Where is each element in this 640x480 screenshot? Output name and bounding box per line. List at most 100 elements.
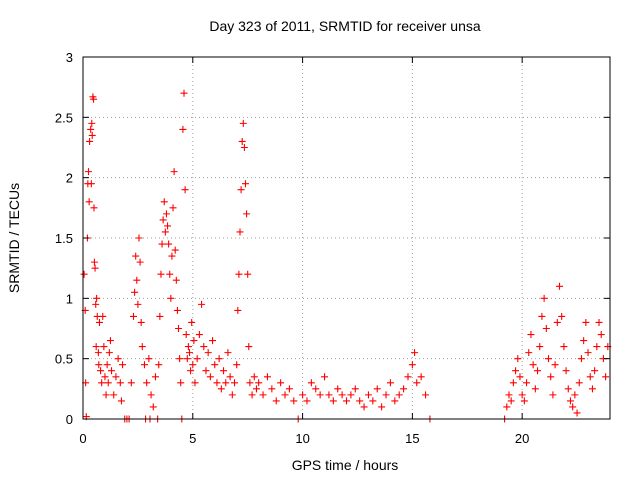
data-point	[588, 385, 596, 393]
data-point	[404, 373, 412, 381]
data-point	[171, 246, 179, 254]
data-point	[240, 144, 248, 151]
data-point	[248, 391, 256, 399]
data-point	[577, 355, 585, 363]
data-point	[195, 331, 203, 339]
data-point	[91, 264, 99, 272]
y-tick-label: 1	[66, 291, 73, 306]
data-point	[531, 385, 539, 393]
data-point	[158, 240, 166, 248]
data-point	[188, 318, 196, 326]
data-point	[160, 198, 168, 206]
data-point	[268, 385, 276, 393]
x-tick-label: 15	[405, 431, 419, 446]
data-point	[204, 349, 212, 357]
data-point	[193, 355, 201, 363]
y-tick-label: 0.5	[55, 352, 73, 367]
data-point	[529, 361, 537, 369]
data-point	[413, 379, 421, 387]
data-point	[231, 379, 239, 387]
data-point	[140, 361, 148, 369]
data-point	[237, 186, 245, 194]
data-point	[558, 312, 566, 320]
data-point	[520, 397, 528, 405]
data-point	[571, 391, 579, 399]
data-point	[228, 391, 236, 399]
data-point	[360, 403, 368, 411]
data-point	[255, 379, 263, 387]
data-point	[200, 343, 208, 351]
data-point	[145, 355, 153, 363]
data-point	[569, 403, 577, 411]
data-point	[185, 349, 193, 357]
data-point	[312, 385, 320, 393]
y-tick-label: 1.5	[55, 231, 73, 246]
data-point	[226, 373, 234, 381]
x-tick-label: 10	[295, 431, 309, 446]
data-point	[547, 373, 555, 381]
data-point	[114, 355, 122, 363]
data-point	[347, 391, 355, 399]
data-point	[184, 343, 192, 351]
data-point	[553, 318, 561, 326]
y-tick-label: 3	[66, 50, 73, 65]
x-tick-label: 20	[515, 431, 529, 446]
data-point	[189, 361, 197, 369]
data-point	[157, 270, 165, 278]
data-point	[597, 331, 605, 339]
data-point	[224, 349, 232, 357]
data-point	[534, 367, 542, 375]
data-point	[95, 361, 103, 369]
data-point	[507, 397, 515, 405]
data-point	[102, 391, 110, 399]
data-point	[518, 391, 526, 399]
data-point	[180, 89, 188, 97]
data-point	[103, 361, 111, 369]
data-point	[580, 337, 588, 345]
data-point	[211, 361, 219, 369]
data-point	[542, 325, 550, 332]
data-point	[98, 379, 106, 387]
data-point	[290, 397, 298, 405]
data-point	[602, 373, 610, 381]
data-point	[156, 312, 164, 320]
data-point	[92, 343, 100, 351]
data-point	[116, 379, 124, 387]
data-point	[215, 355, 223, 363]
data-point	[133, 276, 141, 284]
data-point	[299, 391, 307, 399]
data-point	[281, 391, 289, 399]
data-point	[164, 222, 172, 230]
y-tick-label: 2.5	[55, 110, 73, 125]
data-point	[127, 379, 135, 387]
data-point	[503, 403, 511, 411]
x-axis-label: GPS time / hours	[292, 457, 399, 473]
data-point	[591, 367, 599, 375]
data-point	[95, 318, 103, 326]
data-point	[87, 125, 95, 133]
data-point	[303, 397, 311, 405]
data-point	[391, 397, 399, 405]
data-point	[112, 373, 120, 381]
data-point	[191, 379, 199, 387]
data-point	[584, 349, 592, 357]
data-point	[356, 397, 364, 405]
data-point	[88, 131, 96, 139]
data-point	[509, 379, 517, 387]
data-point	[99, 312, 107, 320]
y-tick-label: 0	[66, 412, 73, 427]
data-point	[105, 349, 113, 357]
data-point	[516, 373, 524, 381]
data-point	[149, 403, 157, 411]
data-point	[136, 258, 144, 266]
data-point	[555, 282, 563, 290]
data-point	[236, 228, 244, 236]
data-point	[351, 385, 359, 393]
data-point	[147, 391, 155, 399]
data-point	[108, 367, 116, 375]
data-point	[104, 379, 112, 387]
data-point	[172, 276, 180, 284]
data-point	[566, 397, 574, 405]
data-point	[386, 379, 394, 387]
